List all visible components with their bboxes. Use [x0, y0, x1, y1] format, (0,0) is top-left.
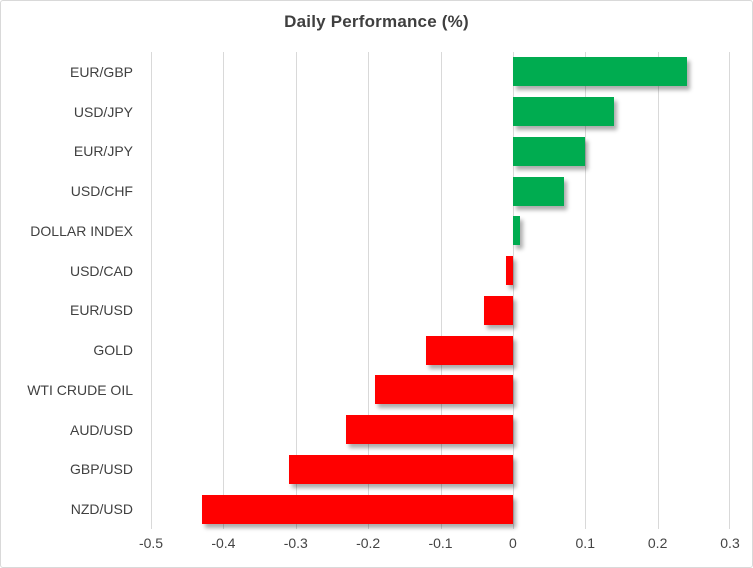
bar-eur-usd [483, 295, 513, 325]
bar-aud-usd [346, 415, 513, 445]
category-label: NZD/USD [70, 501, 133, 518]
gridline [440, 52, 442, 529]
category-label: EUR/JPY [73, 143, 133, 160]
x-tick-label: -0.4 [211, 535, 236, 551]
bar-nzd-usd [201, 494, 513, 524]
x-tick-label: -0.1 [428, 535, 453, 551]
bar-gold [426, 335, 513, 365]
gridline [512, 52, 514, 529]
bar-eur-jpy [512, 136, 586, 166]
bar-usd-cad [505, 256, 513, 286]
category-label: GBP/USD [69, 461, 133, 478]
category-label: GOLD [93, 342, 133, 359]
category-label: WTI CRUDE OIL [27, 381, 133, 398]
bar-wti-crude-oil [375, 375, 513, 405]
bar-eur-gbp [512, 57, 687, 87]
category-label: DOLLAR INDEX [30, 222, 133, 239]
category-label: AUD/USD [69, 421, 133, 438]
category-label: USD/CAD [69, 262, 133, 279]
gridline [223, 52, 225, 529]
category-label: USD/JPY [73, 103, 133, 120]
x-tick-label: 0.1 [575, 535, 595, 551]
x-tick-label: 0.3 [720, 535, 740, 551]
bar-gbp-usd [288, 454, 513, 484]
bar-usd-chf [512, 176, 564, 206]
bar-usd-jpy [512, 97, 615, 127]
gridline [368, 52, 370, 529]
gridline [585, 52, 587, 529]
category-label: EUR/USD [69, 302, 133, 319]
plot-area [151, 52, 730, 529]
gridline [657, 52, 659, 529]
x-tick-label: 0.2 [647, 535, 668, 551]
bar-dollar-index [512, 216, 521, 246]
x-tick-label: -0.2 [356, 535, 381, 551]
category-label: EUR/GBP [69, 63, 133, 80]
category-axis: EUR/GBP USD/JPY EUR/JPY USD/CHF DOLLAR INDEX… [1, 52, 141, 529]
gridline [151, 52, 152, 529]
chart-title: Daily Performance (%) [284, 12, 469, 31]
value-axis: -0.5 -0.4 -0.3 -0.2 -0.1 0 0.1 0.2 0.3 [139, 535, 740, 555]
x-tick-label: -0.5 [138, 535, 164, 551]
gridline [295, 52, 297, 529]
category-label: USD/CHF [70, 183, 133, 200]
x-tick-label: 0 [508, 535, 517, 551]
x-tick-label: -0.3 [283, 535, 308, 551]
gridline [729, 52, 730, 529]
